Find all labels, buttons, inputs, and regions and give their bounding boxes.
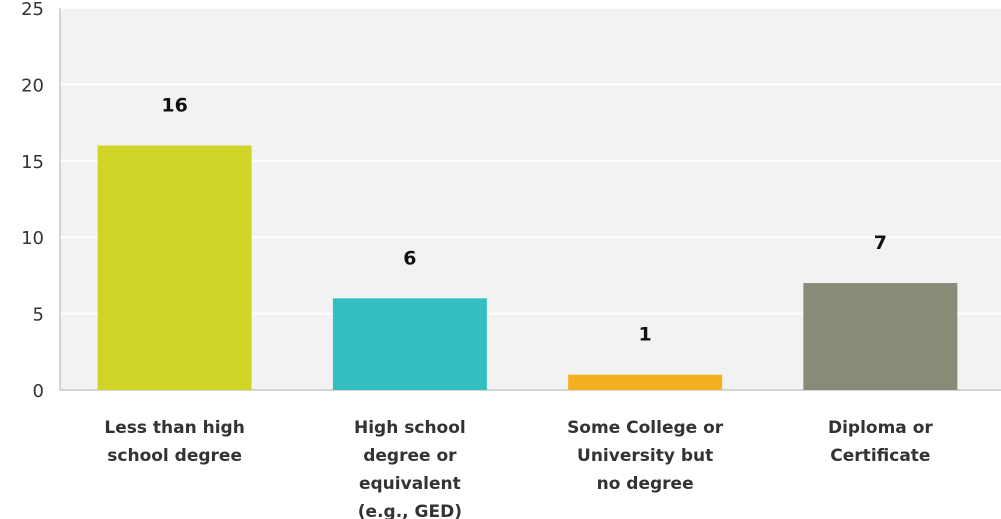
bar	[803, 283, 958, 390]
x-category-label: Diploma or Certificate	[828, 418, 933, 466]
y-tick-label: 5	[33, 305, 44, 326]
bar-value-label: 16	[161, 95, 187, 117]
bar-value-label: 7	[874, 232, 887, 254]
x-category-label: High school degree or equivalent (e.g., GED…	[354, 418, 466, 519]
y-tick-label: 20	[21, 75, 44, 96]
bar	[568, 374, 723, 390]
bar-value-label: 6	[403, 247, 416, 269]
bar-value-label: 1	[639, 324, 652, 346]
bar	[332, 298, 487, 390]
bar	[97, 145, 252, 390]
y-tick-label: 0	[33, 381, 44, 402]
y-tick-label: 15	[21, 152, 44, 173]
x-category-label: Less than high school degree	[104, 418, 244, 466]
y-tick-label: 25	[21, 0, 44, 20]
x-category-label: Some College or University but no degree	[567, 418, 724, 494]
y-tick-label: 10	[21, 228, 44, 249]
